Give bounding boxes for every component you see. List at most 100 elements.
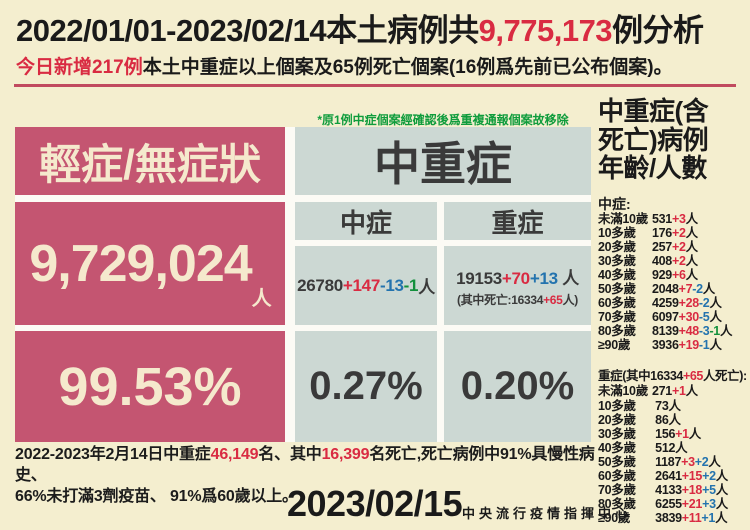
value-segment: 271 — [652, 384, 672, 399]
page-subtitle: 今日新增217例本土中重症以上個案及65例死亡個案(16例爲先前已公布個案)。 — [16, 52, 736, 79]
correction-note: *原1例中症個案經確認後爲重複通報個案故移除 — [317, 113, 569, 127]
age-label: ≥90歲 — [598, 511, 631, 526]
age-label: 80多歲 — [598, 324, 636, 339]
value-segment: 人 — [702, 281, 716, 296]
value-segment: 176 — [652, 225, 672, 240]
value-segment: 人 — [685, 267, 699, 282]
value-segment: 名死亡,死亡病例中91%具慢性病史、 — [15, 446, 595, 484]
footer-summary-line1: 2022-2023年2月14日中重症46,149名、其中16,399名死亡,死亡… — [15, 444, 607, 486]
age-count-row: 20多歲 257+2人 — [598, 240, 750, 254]
value-segment: 16,399 — [321, 446, 370, 463]
value-segment: +2 — [694, 454, 709, 469]
age-count-value: 4259+28-2人 — [652, 296, 722, 310]
title-prefix: 2022/01/01-2023/02/14本土病例共 — [16, 13, 479, 48]
sidebar-moderate-age-list: 未滿10歲 531+3人 10多歲 176+2人 20多歲 257+2人 30多歲 408+2… — [598, 212, 750, 353]
mild-count-number: 9,729,024 — [29, 234, 252, 293]
age-count-value: 1187+3+2人 — [652, 455, 721, 469]
moderate-case-count: 26780 +147 -13 -1 人 — [295, 246, 437, 325]
age-count-row: ≥90歲 3839+11+1人 — [598, 511, 750, 525]
footer-summary-line2: 66%未打滿3劑疫苗、 91%爲60歲以上。 — [15, 488, 298, 505]
age-count-value: 408+2人 — [652, 254, 698, 268]
age-count-row: 40多歲 512人 — [598, 441, 750, 455]
value-segment: 人 — [715, 497, 729, 512]
severe-death-note: (其中死亡:16334+65人) — [457, 291, 578, 308]
value-segment: 人死亡): — [702, 369, 747, 384]
age-count-row: 未滿10歲 271+1人 — [598, 384, 750, 398]
age-label: 70多歲 — [598, 310, 636, 325]
age-label: 未滿10歲 — [598, 384, 648, 399]
age-count-value: 2048+7-2人 — [652, 282, 715, 296]
value-segment: +1 — [671, 384, 686, 399]
age-label: 60多歲 — [598, 469, 636, 483]
value-segment: 人 — [715, 511, 728, 526]
value-segment: 2022-2023年2月14日中重症 — [15, 446, 211, 463]
sidebar-severe-label: 重症(其中16334+65人死亡): — [598, 369, 750, 384]
age-label: 10多歲 — [598, 225, 636, 240]
age-label: 20多歲 — [598, 412, 636, 427]
age-label: 未滿10歲 — [598, 211, 648, 226]
value-segment: +2 — [671, 253, 686, 268]
age-label: 50多歲 — [598, 281, 636, 296]
age-count-row: 30多歲 156+1人 — [598, 427, 750, 441]
value-segment: +2 — [671, 239, 686, 254]
mild-cases-percent: 99.53% — [15, 331, 285, 442]
severe-case-count: 19153+70+13 人 (其中死亡:16334+65人) — [444, 246, 591, 325]
age-count-row: 60多歲 2641+15+2人 — [598, 469, 750, 483]
mild-count-unit: 人 — [251, 288, 272, 310]
age-count-value: 73人 — [652, 399, 681, 413]
value-segment: 3936 — [652, 338, 679, 353]
value-segment: +147 — [342, 275, 380, 295]
value-segment: (其中死亡:16334 — [457, 292, 544, 307]
value-segment: +3 — [671, 211, 686, 226]
value-segment: 人 — [719, 324, 733, 339]
severe-percent: 0.20% — [444, 331, 591, 442]
value-segment: 人 — [709, 296, 722, 311]
value-segment: 6255 — [652, 497, 682, 512]
value-segment: 名、其中 — [258, 446, 322, 463]
age-count-value: 257+2人 — [652, 240, 698, 254]
moderate-subheader: 中症 — [295, 202, 437, 240]
age-label: 70多歲 — [598, 483, 636, 498]
age-label: 10多歲 — [598, 398, 636, 413]
value-segment: +11 — [681, 511, 702, 526]
age-label: 40多歲 — [598, 440, 636, 455]
age-count-row: 60多歲 4259+28-2人 — [598, 296, 750, 310]
value-segment: 人 — [685, 239, 699, 254]
age-count-value: 929+6人 — [652, 268, 698, 282]
age-count-row: 70多歲 4133+18+5人 — [598, 483, 750, 497]
value-segment: -5 — [698, 310, 710, 325]
age-count-value: 512人 — [652, 441, 687, 455]
age-count-value: 6097+30-5人 — [652, 310, 722, 324]
value-segment: +18 — [681, 483, 703, 498]
report-date: 2023/02/15 — [287, 483, 463, 524]
value-segment: +5 — [702, 483, 716, 498]
value-segment: 人 — [685, 384, 699, 399]
value-segment: 531 — [652, 211, 672, 226]
value-segment: 6097 — [652, 310, 679, 325]
age-count-value: 3936+19-1人 — [652, 338, 722, 352]
age-count-row: 10多歲 176+2人 — [598, 226, 750, 240]
value-segment: 2048 — [652, 281, 679, 296]
age-count-value: 4133+18+5人 — [652, 483, 728, 497]
age-count-row: 50多歲 2048+7-2人 — [598, 282, 750, 296]
title-suffix: 例分析 — [612, 13, 704, 48]
value-segment: +19 — [678, 338, 700, 353]
value-segment: 257 — [652, 239, 672, 254]
value-segment: 408 — [652, 253, 672, 268]
moderate-percent: 0.27% — [295, 331, 437, 442]
age-count-row: 20多歲 86人 — [598, 413, 750, 427]
age-count-value: 86人 — [652, 413, 681, 427]
value-segment: 人 — [715, 483, 729, 498]
value-segment: -3 — [698, 324, 710, 339]
value-segment: -2 — [698, 296, 710, 311]
value-segment: 8139 — [652, 324, 679, 339]
value-segment: 1187 — [652, 454, 682, 469]
age-label: ≥90歲 — [598, 338, 631, 353]
value-segment: +7 — [678, 281, 693, 296]
value-segment: +3 — [681, 454, 695, 469]
value-segment: 73人 — [652, 398, 681, 413]
age-count-value: 271+1人 — [652, 384, 698, 398]
value-segment: 929 — [652, 267, 672, 282]
value-segment: 人) — [562, 292, 579, 307]
